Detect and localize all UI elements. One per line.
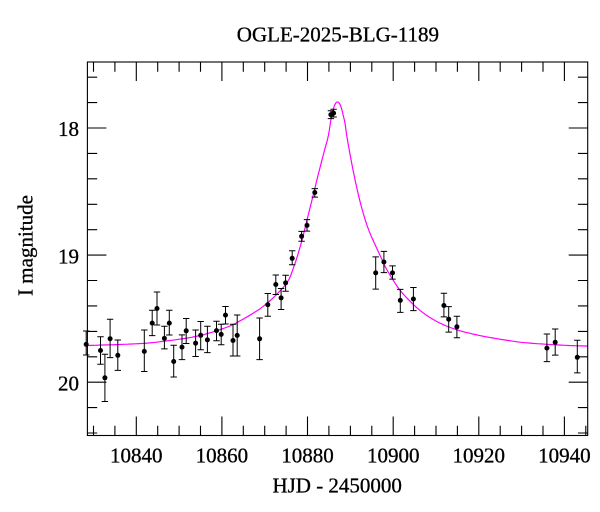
- svg-text:18: 18: [58, 117, 79, 141]
- svg-text:10840: 10840: [110, 444, 163, 468]
- svg-text:10860: 10860: [196, 444, 249, 468]
- svg-text:19: 19: [58, 244, 79, 268]
- svg-text:10920: 10920: [453, 444, 506, 468]
- svg-text:10880: 10880: [281, 444, 334, 468]
- svg-text:20: 20: [58, 371, 79, 395]
- svg-text:HJD - 2450000: HJD - 2450000: [272, 474, 402, 498]
- svg-text:OGLE-2025-BLG-1189: OGLE-2025-BLG-1189: [237, 22, 439, 46]
- svg-text:10900: 10900: [367, 444, 420, 468]
- svg-text:I magnitude: I magnitude: [14, 195, 38, 296]
- svg-text:10940: 10940: [538, 444, 591, 468]
